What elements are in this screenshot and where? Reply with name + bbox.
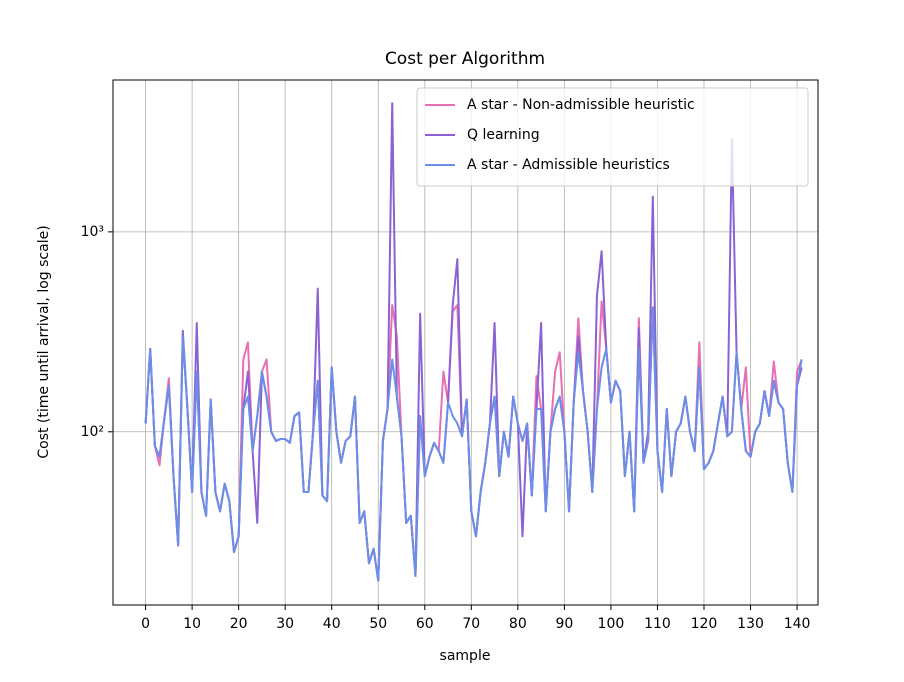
chart-title: Cost per Algorithm xyxy=(385,49,545,69)
x-tick-label: 100 xyxy=(598,616,625,632)
x-tick-label: 80 xyxy=(509,616,527,632)
y-tick-label: 10² xyxy=(81,424,104,440)
x-tick-label: 130 xyxy=(737,616,764,632)
legend-label: Q learning xyxy=(467,127,540,143)
lines xyxy=(144,102,803,582)
y-tick-label: 10³ xyxy=(81,224,104,240)
x-tick-label: 40 xyxy=(323,616,341,632)
legend-box xyxy=(416,87,809,187)
x-tick-label: 60 xyxy=(416,616,434,632)
y-axis-label: Cost (time until arrival, log scale) xyxy=(36,225,52,458)
x-tick-label: 20 xyxy=(230,616,248,632)
x-tick-label: 30 xyxy=(276,616,294,632)
legend: A star - Non-admissible heuristic Q learn… xyxy=(416,87,809,187)
x-tick-label: 110 xyxy=(644,616,671,632)
x-tick-label: 0 xyxy=(141,616,150,632)
x-tick-label: 90 xyxy=(555,616,573,632)
line-series xyxy=(144,306,803,582)
plot-frame xyxy=(112,79,819,606)
x-tick-label: 50 xyxy=(369,616,387,632)
legend-label: A star - Admissible heuristics xyxy=(467,157,670,173)
x-tick-label: 140 xyxy=(784,616,811,632)
x-tick-label: 10 xyxy=(183,616,201,632)
legend-label: A star - Non-admissible heuristic xyxy=(467,97,695,113)
x-axis-label: sample xyxy=(440,648,491,664)
x-tick-label: 70 xyxy=(462,616,480,632)
x-tick-label: 120 xyxy=(691,616,718,632)
